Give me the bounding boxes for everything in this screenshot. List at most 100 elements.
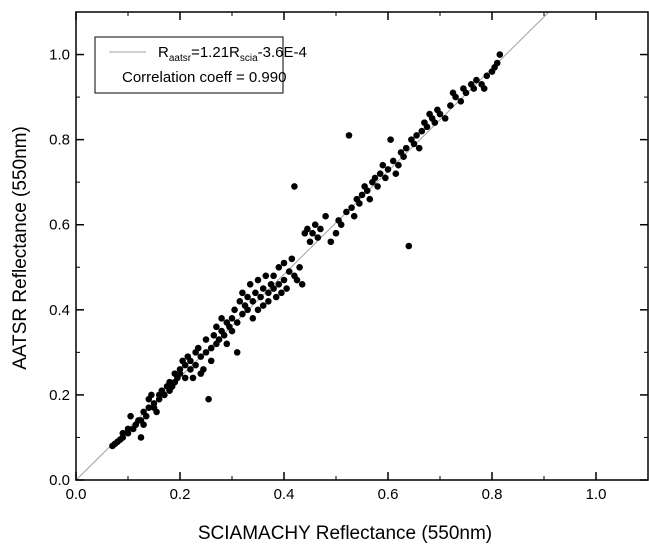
data-point xyxy=(270,272,277,280)
data-point xyxy=(387,136,394,143)
data-point xyxy=(371,174,379,182)
data-point xyxy=(470,85,478,92)
plot-frame xyxy=(75,11,649,481)
data-point xyxy=(218,315,225,322)
data-point xyxy=(207,357,215,365)
data-point xyxy=(205,395,212,403)
data-point xyxy=(345,132,353,139)
data-point xyxy=(374,183,381,190)
data-point xyxy=(337,221,345,229)
data-point xyxy=(223,340,231,348)
data-point xyxy=(317,225,324,233)
data-point xyxy=(457,98,465,105)
data-point xyxy=(311,221,319,229)
data-point xyxy=(449,89,457,97)
data-point xyxy=(363,187,371,194)
data-point xyxy=(210,332,218,339)
data-point xyxy=(379,161,387,169)
data-point xyxy=(431,119,439,126)
data-point xyxy=(231,306,238,314)
data-point xyxy=(278,289,285,297)
data-point xyxy=(460,85,467,92)
data-point xyxy=(236,298,244,305)
data-point xyxy=(259,285,267,292)
data-point xyxy=(296,263,303,271)
data-point xyxy=(358,191,366,199)
data-point xyxy=(137,434,145,441)
y-tick-label: 1.0 xyxy=(49,47,70,64)
data-point xyxy=(447,102,454,109)
data-point xyxy=(389,157,397,165)
data-point xyxy=(142,412,150,420)
data-point xyxy=(327,238,335,246)
y-tick-label: 0.4 xyxy=(49,302,70,319)
data-point xyxy=(275,280,283,288)
data-point xyxy=(314,234,322,241)
data-point xyxy=(272,293,280,301)
data-point xyxy=(140,421,147,428)
data-point xyxy=(119,429,127,437)
data-point xyxy=(483,72,491,80)
data-point xyxy=(332,229,340,237)
data-point xyxy=(410,140,418,148)
data-point xyxy=(176,366,184,373)
data-point xyxy=(343,208,350,216)
data-point xyxy=(192,361,199,369)
legend-correlation: Correlation coeff = 0.990 xyxy=(122,69,286,86)
data-point xyxy=(244,293,251,301)
data-point xyxy=(145,404,153,411)
data-point xyxy=(202,349,210,356)
data-point xyxy=(275,263,283,271)
data-point xyxy=(124,425,132,433)
data-point xyxy=(415,144,423,152)
data-point xyxy=(480,85,488,92)
data-point xyxy=(254,306,262,314)
x-tick-label: 1.0 xyxy=(586,486,607,503)
data-point xyxy=(244,306,251,314)
data-point xyxy=(350,212,358,220)
data-point xyxy=(283,285,290,292)
data-point xyxy=(189,374,197,382)
data-point xyxy=(348,204,355,212)
data-point xyxy=(153,408,160,416)
data-point xyxy=(228,327,236,335)
x-axis-title: SCIAMACHY Reflectance (550nm) xyxy=(198,523,492,544)
data-point xyxy=(366,195,374,203)
data-point xyxy=(187,357,194,365)
y-tick-label: 0.2 xyxy=(49,387,70,404)
data-point xyxy=(306,238,314,246)
data-point xyxy=(233,319,241,326)
legend: Raatsr=1.21Rscia-3.6E-4 Correlation coef… xyxy=(94,36,307,94)
axes-layer: 0.0 0.2 0.4 0.6 0.8 1.0 0.0 0.2 0.4 0.6 0.8 1.0 xyxy=(49,11,649,503)
data-point xyxy=(215,336,223,343)
data-point xyxy=(265,298,272,305)
data-point xyxy=(150,400,158,407)
data-point xyxy=(356,200,363,207)
legend-box xyxy=(94,36,284,94)
data-point xyxy=(280,276,288,284)
data-point xyxy=(402,144,410,152)
data-point xyxy=(405,242,413,250)
data-point xyxy=(200,366,207,373)
data-point xyxy=(233,349,241,356)
data-point xyxy=(288,255,296,263)
data-point xyxy=(257,293,264,301)
legend-fit-equation: Raatsr=1.21Rscia-3.6E-4 xyxy=(158,44,307,64)
data-point xyxy=(382,174,389,182)
x-tick-label: 0.0 xyxy=(66,486,87,503)
data-point xyxy=(213,323,220,331)
data-point xyxy=(181,361,189,369)
data-point xyxy=(252,289,259,297)
data-point xyxy=(254,276,262,284)
data-point xyxy=(304,225,311,233)
data-points-layer xyxy=(109,51,504,450)
y-tick-label: 0.8 xyxy=(49,132,70,149)
data-point xyxy=(423,123,431,131)
data-point xyxy=(376,170,384,177)
data-point xyxy=(187,366,194,373)
data-point xyxy=(392,170,400,177)
data-point xyxy=(262,272,270,280)
data-point xyxy=(270,285,277,292)
data-point xyxy=(280,259,288,267)
